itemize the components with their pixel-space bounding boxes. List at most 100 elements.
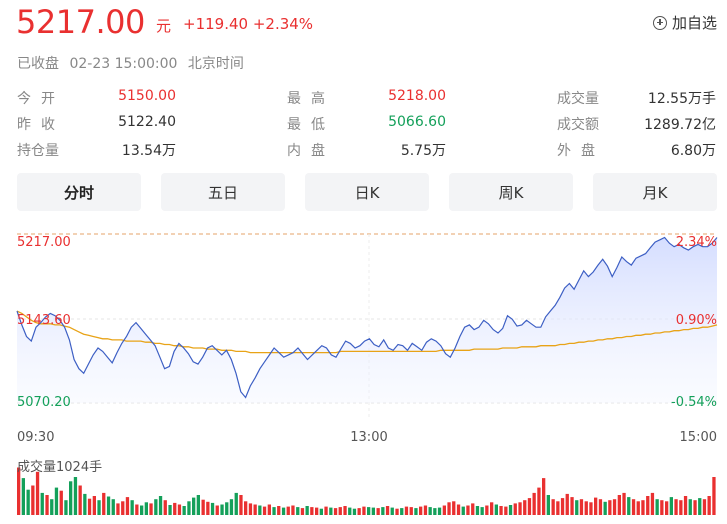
- volume-bar: [234, 492, 238, 515]
- volume-bar: [579, 499, 584, 515]
- volume-bar: [173, 502, 177, 515]
- volume-bar: [452, 501, 456, 515]
- open-label: 今开: [17, 91, 65, 107]
- volume-bar: [135, 504, 139, 515]
- volume-bar: [125, 497, 130, 515]
- volume-bar: [641, 500, 645, 515]
- volume-bar: [258, 505, 262, 515]
- volume-bar: [206, 501, 210, 515]
- volume-bar: [310, 507, 314, 515]
- status-text: 已收盘: [17, 56, 59, 72]
- volume-bar: [556, 501, 560, 515]
- y-right-tick-bottom: -0.54%: [671, 395, 717, 410]
- volume-bar: [111, 499, 115, 515]
- low-value: 5066.60: [388, 114, 446, 130]
- outer-label: 外盘: [557, 143, 605, 159]
- tab-monthly-k[interactable]: 月K: [593, 173, 717, 211]
- volume-bar: [617, 495, 621, 515]
- volume-bar: [598, 499, 603, 515]
- intraday-chart[interactable]: 5217.00 5143.60 5070.20 2.34% 0.90% -0.5…: [0, 225, 727, 524]
- volume-bar: [154, 499, 158, 515]
- volume-bar: [461, 506, 465, 515]
- volume-bar: [97, 500, 101, 515]
- volume-bar: [45, 495, 49, 515]
- volume-bar: [106, 496, 111, 515]
- volume-bar: [390, 507, 394, 515]
- volume-bar: [688, 499, 692, 515]
- volume-bar: [300, 508, 305, 515]
- volume-bar: [466, 505, 470, 515]
- volume-bar: [428, 507, 432, 515]
- volume-bar: [225, 502, 229, 515]
- volume-bar: [140, 505, 144, 515]
- volume-bar: [116, 503, 120, 515]
- volume-bar: [187, 501, 191, 515]
- volume-bar: [291, 505, 295, 515]
- volume-bar: [130, 500, 134, 515]
- volume-bar: [608, 500, 612, 515]
- change-value: +119.40: [183, 15, 249, 33]
- volume-bar: [665, 501, 669, 515]
- volume-bar: [201, 499, 205, 515]
- volume-bar: [508, 505, 513, 515]
- tab-daily-k[interactable]: 日K: [305, 173, 429, 211]
- volume-bar: [305, 506, 309, 515]
- volume-bar: [532, 492, 536, 515]
- volume-bar: [442, 505, 446, 515]
- volume-bar: [196, 495, 200, 515]
- volume-bar: [220, 504, 224, 515]
- tab-five-day[interactable]: 五日: [161, 173, 285, 211]
- volume-bar: [698, 498, 702, 515]
- volume-bar: [433, 508, 437, 515]
- tab-weekly-k[interactable]: 周K: [449, 173, 573, 211]
- open-interest-value: 13.54万: [121, 143, 176, 159]
- inner-value: 5.75万: [400, 143, 446, 159]
- volume-bar: [35, 471, 40, 515]
- volume-bar: [660, 500, 664, 515]
- high-value: 5218.00: [388, 88, 446, 104]
- volume-bar: [565, 493, 569, 515]
- open-interest-label: 持仓量: [17, 143, 59, 159]
- last-price: 5217.00: [16, 3, 145, 41]
- volume-bar: [177, 504, 182, 515]
- volume-bar: [210, 502, 215, 515]
- status-datetime: 02-23 15:00:00: [69, 56, 178, 72]
- prev-close-label: 昨收: [17, 117, 65, 133]
- volume-bar: [409, 507, 413, 515]
- volume-bar: [333, 508, 338, 515]
- volume-bar: [504, 506, 508, 515]
- volume-bar: [362, 506, 366, 515]
- volume-bar: [395, 508, 399, 515]
- volume-bar: [471, 503, 475, 515]
- volume-bar: [315, 507, 319, 515]
- volume-bar: [655, 499, 659, 515]
- volume-bar: [560, 498, 565, 515]
- x-tick-open: 09:30: [17, 430, 54, 445]
- volume-bar: [499, 506, 503, 515]
- add-watchlist-button[interactable]: 加自选: [652, 12, 717, 33]
- volume-bar: [622, 492, 626, 515]
- change-percent: +2.34%: [252, 15, 314, 33]
- volume-bar: [229, 499, 234, 515]
- price-unit: 元: [156, 17, 172, 35]
- volume-bar: [286, 506, 290, 515]
- volume-bar: [78, 485, 82, 515]
- volume-bar: [338, 507, 342, 515]
- volume-bar: [414, 508, 418, 515]
- volume-bar: [646, 496, 650, 515]
- volume-bar: [121, 501, 125, 515]
- plus-circle-icon: [652, 15, 667, 30]
- volume-bar: [277, 506, 281, 515]
- volume-bar: [584, 501, 588, 515]
- volume-bar: [542, 478, 546, 515]
- tab-intraday[interactable]: 分时: [17, 173, 141, 211]
- amount-label: 成交额: [557, 117, 599, 133]
- volume-bar: [73, 477, 78, 515]
- volume-bar: [163, 500, 167, 515]
- y-left-tick-top: 5217.00: [17, 235, 71, 250]
- volume-bar: [419, 506, 423, 515]
- volume-bar: [59, 490, 63, 515]
- volume-bar: [650, 492, 655, 515]
- x-tick-close: 15:00: [680, 430, 717, 445]
- volume-bar: [702, 499, 707, 515]
